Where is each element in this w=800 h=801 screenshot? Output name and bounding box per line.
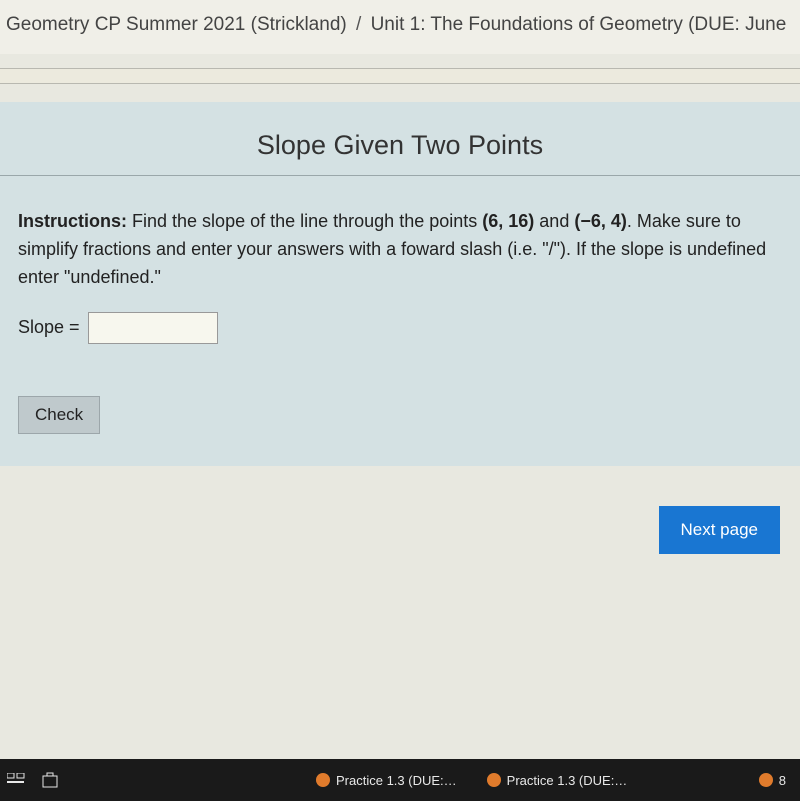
chrome-icon <box>316 773 330 787</box>
instructions-text: Instructions: Find the slope of the line… <box>18 208 782 292</box>
slope-input[interactable] <box>88 312 218 344</box>
divider <box>0 83 800 84</box>
instructions-and: and <box>534 211 574 231</box>
notification-icon <box>759 773 773 787</box>
instructions-label: Instructions: <box>18 211 127 231</box>
breadcrumb-course[interactable]: Geometry CP Summer 2021 (Strickland) <box>6 14 347 35</box>
instructions-part1: Find the slope of the line through the p… <box>127 211 482 231</box>
divider <box>0 68 800 69</box>
breadcrumb-unit[interactable]: Unit 1: The Foundations of Geometry (DUE… <box>371 14 787 35</box>
taskbar-right[interactable]: 8 <box>751 769 794 792</box>
slope-label: Slope = <box>18 314 80 342</box>
taskbar-right-num: 8 <box>779 773 786 788</box>
separator-region <box>0 68 800 84</box>
taskbar-item-label: Practice 1.3 (DUE:… <box>336 773 457 788</box>
next-page-button[interactable]: Next page <box>659 506 781 554</box>
taskbar-item-practice-1[interactable]: Practice 1.3 (DUE:… <box>308 769 465 792</box>
store-icon[interactable] <box>40 770 60 790</box>
chrome-icon <box>487 773 501 787</box>
breadcrumb-separator: / <box>356 14 361 35</box>
card-body: Instructions: Find the slope of the line… <box>0 176 800 466</box>
taskbar-item-practice-2[interactable]: Practice 1.3 (DUE:… <box>479 769 636 792</box>
point-two: (−6, 4) <box>574 211 627 231</box>
slope-row: Slope = <box>18 312 782 344</box>
breadcrumb: Geometry CP Summer 2021 (Strickland) / U… <box>0 0 800 54</box>
card-title: Slope Given Two Points <box>0 102 800 175</box>
point-one: (6, 16) <box>482 211 534 231</box>
taskbar: Practice 1.3 (DUE:… Practice 1.3 (DUE:… … <box>0 759 800 801</box>
task-view-icon[interactable] <box>6 770 26 790</box>
taskbar-item-label: Practice 1.3 (DUE:… <box>507 773 628 788</box>
below-card-region: Next page <box>0 466 800 574</box>
check-button[interactable]: Check <box>18 396 100 434</box>
question-card: Slope Given Two Points Instructions: Fin… <box>0 102 800 466</box>
